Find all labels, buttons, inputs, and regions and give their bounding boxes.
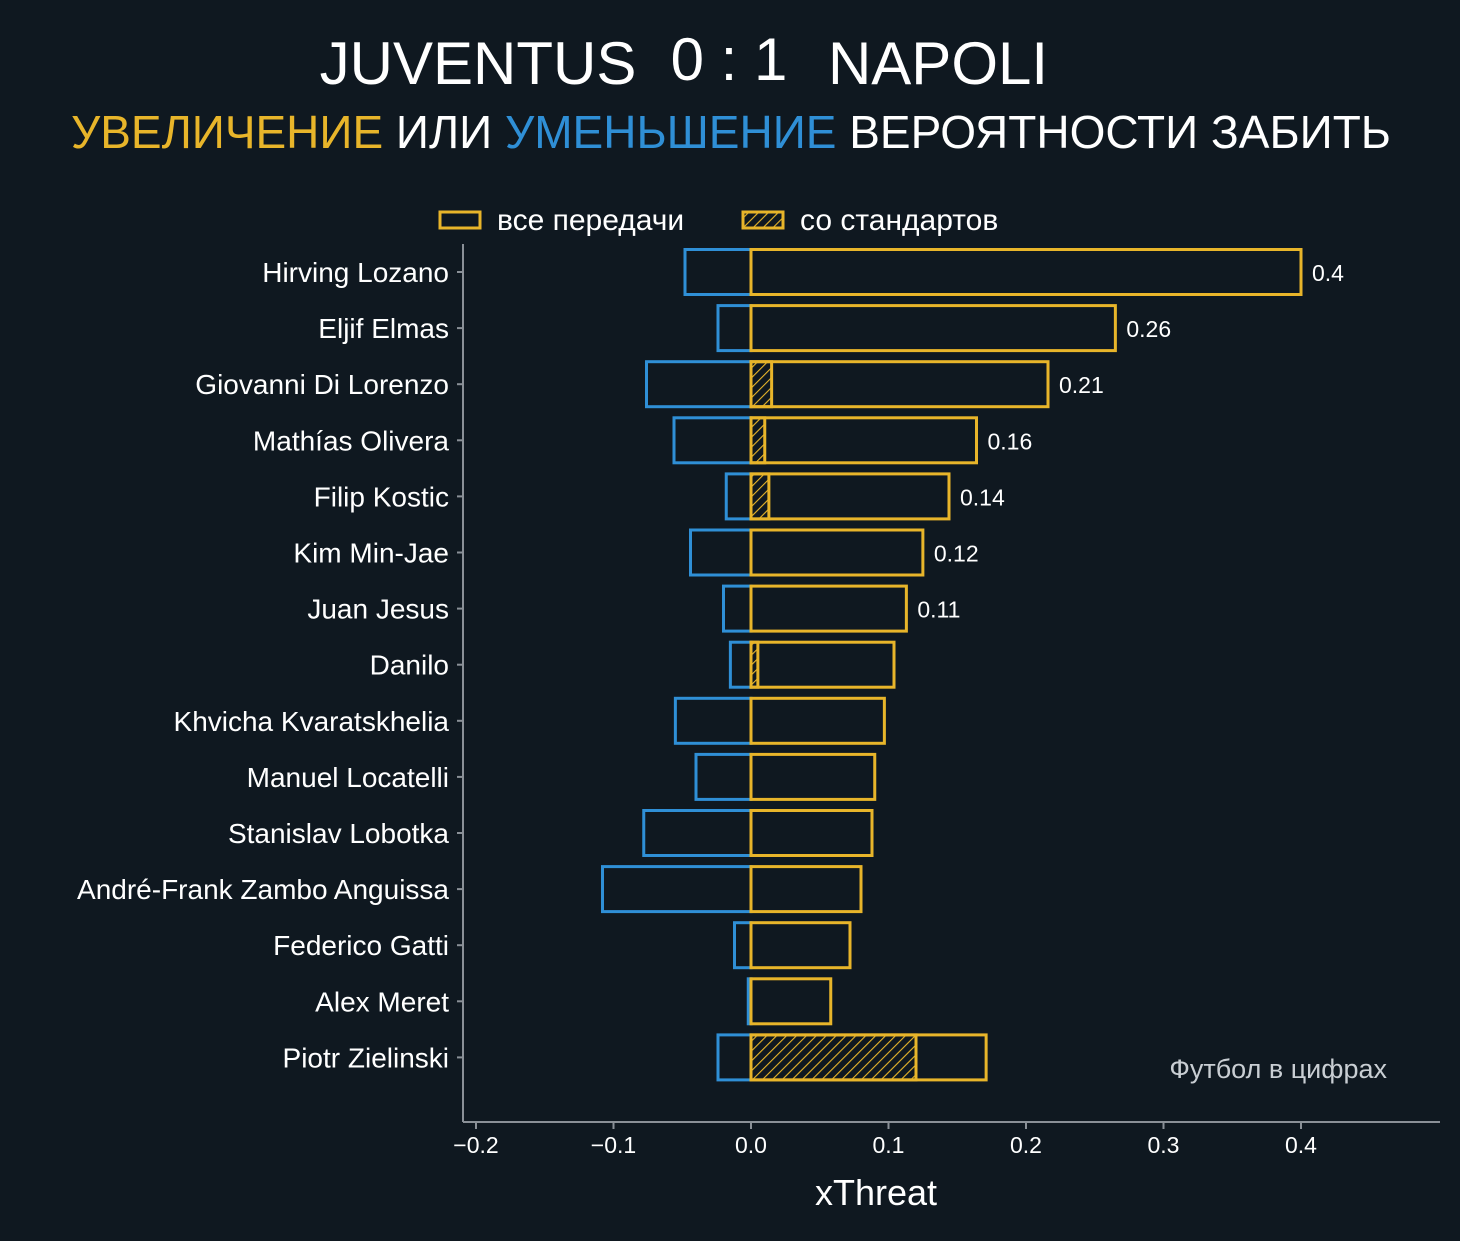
chart-title-home: JUVENTUS — [320, 30, 637, 97]
bar-decrease — [716, 1033, 753, 1082]
x-ticks: −0.2 −0.1 0.0 0.1 0.2 0.3 0.4 — [453, 1122, 1317, 1158]
legend-set-pieces-swatch — [741, 210, 785, 230]
player-label: Eljif Elmas — [318, 313, 449, 344]
data-label: 0.4 — [1312, 260, 1344, 286]
bar-decrease — [601, 865, 753, 914]
subtitle-decrease: УМЕНЬШЕНИЕ — [505, 106, 836, 158]
bars-group: 0.4 0.26 0.21 0.16 0.14 0.12 0.11 — [601, 248, 1344, 1082]
bar-decrease — [689, 528, 753, 577]
chart-subtitle: УВЕЛИЧЕНИЕ ИЛИ УМЕНЬШЕНИЕ ВЕРОЯТНОСТИ ЗА… — [71, 106, 1391, 158]
bar-increase — [749, 528, 925, 577]
data-label: 0.14 — [960, 484, 1005, 510]
subtitle-or: ИЛИ — [383, 106, 505, 158]
x-tick-label: 0.1 — [873, 1132, 905, 1158]
bar-increase — [749, 640, 896, 689]
player-label: André-Frank Zambo Anguissa — [77, 874, 449, 905]
bar-set-pieces — [749, 1033, 918, 1082]
bar-increase — [749, 977, 833, 1026]
subtitle-rest: ВЕРОЯТНОСТИ ЗАБИТЬ — [836, 106, 1391, 158]
bar-increase — [749, 696, 886, 745]
bar-decrease — [724, 472, 753, 521]
legend: все передачи со стандартов — [438, 204, 998, 237]
x-tick-label: 0.4 — [1285, 1132, 1317, 1158]
player-label: Kim Min-Jae — [293, 538, 449, 569]
x-tick-label: 0.3 — [1148, 1132, 1180, 1158]
bar-decrease — [716, 304, 753, 353]
data-label: 0.11 — [917, 597, 960, 623]
data-label: 0.16 — [988, 428, 1033, 454]
x-axis-label: xThreat — [815, 1172, 937, 1213]
bar-increase — [749, 360, 1050, 409]
bar-set-pieces — [749, 360, 774, 409]
player-label: Stanislav Lobotka — [228, 818, 449, 849]
bar-decrease — [683, 248, 753, 296]
player-label: Hirving Lozano — [262, 257, 449, 288]
data-label: 0.26 — [1126, 316, 1171, 342]
bar-set-pieces — [749, 416, 767, 465]
bar-increase — [749, 248, 1303, 296]
bar-decrease — [672, 416, 753, 465]
bar-increase — [749, 865, 863, 914]
player-label: Khvicha Kvaratskhelia — [174, 706, 450, 737]
bar-increase — [749, 809, 874, 857]
data-label: 0.12 — [934, 541, 979, 567]
chart-title-away: NAPOLI — [828, 30, 1048, 97]
bar-decrease — [645, 360, 753, 409]
bar-increase — [749, 416, 978, 465]
bar-decrease — [673, 696, 753, 745]
chart-title-score: 0 : 1 — [671, 26, 788, 93]
bar-decrease — [694, 752, 753, 801]
player-label: Piotr Zielinski — [283, 1042, 449, 1073]
player-label: Juan Jesus — [307, 594, 449, 625]
x-tick-label: −0.1 — [591, 1132, 636, 1158]
bar-decrease — [733, 921, 753, 970]
player-label: Federico Gatti — [273, 930, 449, 961]
player-label: Danilo — [370, 650, 449, 681]
x-tick-label: 0.0 — [735, 1132, 767, 1158]
bar-decrease — [642, 809, 753, 857]
bar-decrease — [722, 584, 753, 633]
legend-set-pieces-label: со стандартов — [800, 204, 998, 237]
bar-increase — [749, 584, 908, 633]
legend-all-passes-label: все передачи — [497, 204, 684, 237]
bar-increase — [749, 472, 951, 521]
player-label: Mathías Olivera — [253, 425, 449, 456]
player-label: Filip Kostic — [314, 481, 449, 512]
legend-all-passes-swatch — [438, 210, 482, 230]
player-labels: Hirving Lozano Eljif Elmas Giovanni Di Lor… — [77, 257, 463, 1073]
bar-increase — [749, 921, 852, 970]
bar-set-pieces — [749, 472, 771, 521]
bar-decrease — [728, 640, 753, 689]
player-label: Giovanni Di Lorenzo — [195, 369, 449, 400]
player-label: Manuel Locatelli — [247, 762, 449, 793]
bar-set-pieces — [749, 640, 760, 689]
bar-increase — [749, 752, 877, 801]
subtitle-increase: УВЕЛИЧЕНИЕ — [71, 106, 383, 158]
player-label: Alex Meret — [315, 986, 449, 1017]
x-tick-label: 0.2 — [1010, 1132, 1042, 1158]
x-tick-label: −0.2 — [453, 1132, 498, 1158]
data-label: 0.21 — [1059, 372, 1104, 398]
credit-text: Футбол в цифрах — [1169, 1054, 1387, 1084]
bar-increase — [749, 304, 1117, 353]
